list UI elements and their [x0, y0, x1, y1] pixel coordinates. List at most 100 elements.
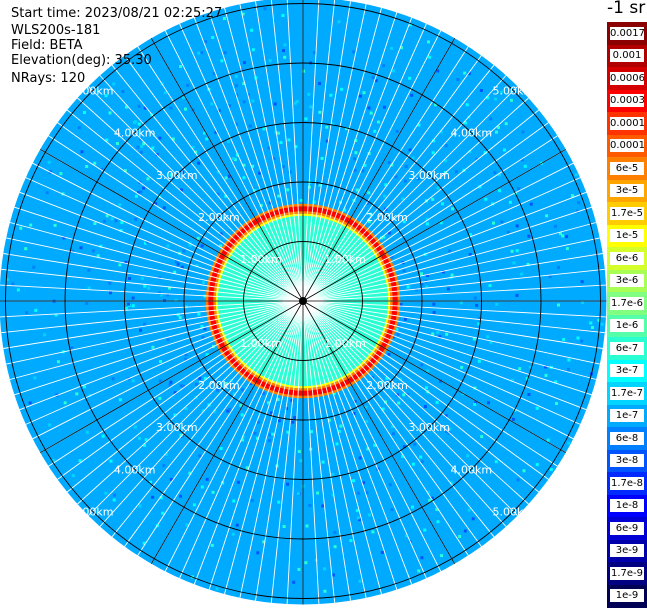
ray-gap — [25, 300, 304, 425]
scan-speckle — [459, 301, 463, 305]
scan-speckle — [402, 269, 406, 273]
scan-speckle — [515, 224, 519, 228]
scan-speckle — [181, 96, 185, 100]
scan-speckle — [283, 43, 287, 47]
nrays-label: NRays: 120 — [11, 71, 86, 86]
scan-speckle — [526, 262, 530, 266]
scan-speckle — [331, 573, 335, 577]
range-ring-label: 2.00km — [198, 379, 240, 392]
grid-spoke — [302, 148, 566, 302]
scan-speckle — [362, 91, 366, 95]
scan-speckle — [352, 412, 356, 415]
scan-speckle — [131, 379, 135, 383]
scan-speckle — [93, 161, 97, 165]
ray-gap — [164, 300, 304, 572]
scan-speckle — [200, 485, 204, 489]
scan-speckle — [355, 509, 359, 513]
scan-speckle — [435, 400, 439, 404]
scan-speckle — [180, 265, 184, 269]
scan-speckle — [436, 330, 440, 334]
scan-speckle — [203, 376, 207, 380]
scan-speckle — [214, 130, 218, 134]
scan-speckle — [387, 353, 391, 356]
scan-speckle — [339, 424, 343, 428]
scan-speckle — [54, 313, 58, 317]
scan-speckle — [527, 393, 531, 396]
scan-speckle — [408, 148, 412, 152]
scan-speckle — [320, 156, 324, 160]
scan-speckle — [231, 157, 235, 160]
scan-speckle — [85, 430, 89, 434]
scan-speckle — [242, 82, 246, 86]
ray-gap — [6, 237, 304, 302]
colorbar-unit-label: -1 sr — [607, 0, 646, 18]
scan-speckle — [112, 493, 116, 497]
scan-speckle — [192, 503, 196, 507]
ray-gap — [224, 300, 304, 595]
scan-speckle — [235, 153, 239, 157]
grid-spoke — [302, 38, 456, 302]
scan-speckle — [139, 150, 143, 154]
colorbar-level: 3e-7 — [607, 359, 647, 383]
ray-gap — [302, 122, 549, 302]
scan-speckle — [420, 460, 424, 464]
scan-speckle — [136, 145, 140, 149]
scan-speckle — [16, 288, 20, 292]
scan-speckle — [83, 111, 86, 114]
ray-gap — [77, 97, 304, 302]
scan-speckle — [365, 491, 369, 495]
colorbar-level-label: 1.7e-5 — [610, 206, 644, 220]
scan-speckle — [472, 337, 476, 341]
colorbar-level-label: 1.7e-7 — [610, 386, 644, 400]
ray-gap — [302, 177, 581, 302]
scan-speckle — [445, 430, 449, 434]
scan-speckle — [196, 236, 200, 240]
ray-gap — [302, 300, 382, 595]
ray-gap — [302, 30, 442, 302]
scan-speckle — [369, 111, 373, 115]
scan-speckle — [292, 580, 296, 584]
colorbar: 0.0017 0.001 0.0006 0.0003 0.00017 0.0001 6e-5… — [607, 22, 647, 608]
scan-speckle — [512, 261, 516, 265]
ray-gap — [302, 1, 351, 302]
ray-gap — [1, 300, 304, 334]
scan-speckle — [518, 367, 522, 371]
scan-speckle — [337, 20, 341, 24]
scan-speckle — [435, 507, 439, 511]
scan-speckle — [200, 244, 204, 248]
scan-speckle — [176, 262, 180, 266]
colorbar-level-label: 6e-5 — [610, 161, 644, 175]
ray-gap — [302, 253, 603, 302]
scan-speckle — [231, 532, 235, 536]
scan-speckle — [515, 249, 519, 253]
scan-speckle — [124, 306, 128, 310]
scan-speckle — [198, 376, 202, 380]
scan-speckle — [109, 459, 113, 463]
scan-speckle — [321, 460, 325, 464]
scan-speckle — [352, 50, 356, 54]
scan-speckle — [367, 220, 371, 224]
scan-speckle — [417, 569, 421, 573]
scan-speckle — [143, 443, 146, 447]
scan-speckle — [71, 474, 75, 478]
colorbar-level-label: 0.00017 — [610, 116, 644, 130]
colorbar-level-label: 6e-7 — [610, 341, 644, 355]
scan-speckle — [332, 391, 336, 395]
scan-speckle — [371, 76, 375, 79]
scan-speckle — [446, 287, 450, 291]
scan-speckle — [431, 332, 435, 336]
scan-speckle — [262, 127, 266, 131]
colorbar-level-label: 1.7e-6 — [610, 296, 644, 310]
colorbar-level-label: 1e-8 — [610, 499, 644, 513]
scan-speckle — [425, 217, 429, 221]
scan-speckle — [406, 285, 410, 289]
scan-speckle — [276, 398, 280, 401]
scan-speckle — [521, 130, 525, 134]
scan-speckle — [34, 308, 38, 312]
scan-speckle — [87, 268, 91, 272]
scan-speckle — [600, 322, 604, 326]
scan-speckle — [362, 481, 365, 485]
scan-speckle — [282, 525, 286, 528]
ray-gap — [14, 206, 304, 302]
scan-speckle — [479, 89, 483, 92]
